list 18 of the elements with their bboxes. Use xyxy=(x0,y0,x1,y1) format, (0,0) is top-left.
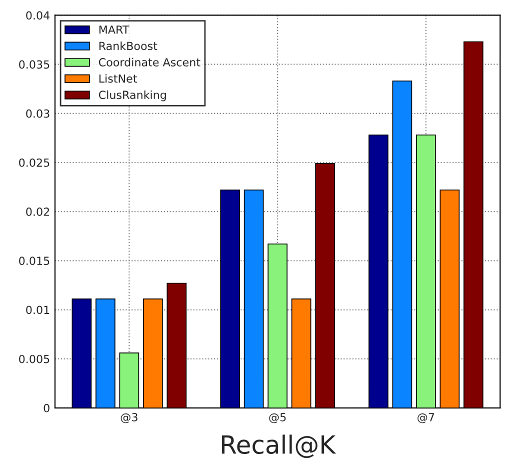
y-tick-label: 0.025 xyxy=(19,158,50,167)
x-axis-title: Recall@K xyxy=(222,434,336,458)
y-tick-label: 0.02 xyxy=(26,208,50,216)
y-tick-label: 0.04 xyxy=(26,11,50,20)
legend-label: RankBoost xyxy=(99,42,158,50)
y-tick-label: 0.01 xyxy=(26,306,50,314)
x-tick-label: @7 xyxy=(418,413,434,424)
legend-label: Coordinate Ascent xyxy=(98,58,200,66)
x-tick-label: @5 xyxy=(269,413,286,424)
legend-label: MART xyxy=(99,26,130,34)
legend-label: ListNet xyxy=(99,74,137,83)
legend-label: ClusRanking xyxy=(98,90,166,102)
y-tick-label: 0.035 xyxy=(19,60,50,69)
x-tick-label: @3 xyxy=(120,412,138,424)
y-tick-label: 0.005 xyxy=(19,354,50,364)
y-tick-label: 0.015 xyxy=(19,256,50,266)
y-tick-label: 0.03 xyxy=(26,109,50,118)
y-tick-label: 0 xyxy=(44,404,50,412)
